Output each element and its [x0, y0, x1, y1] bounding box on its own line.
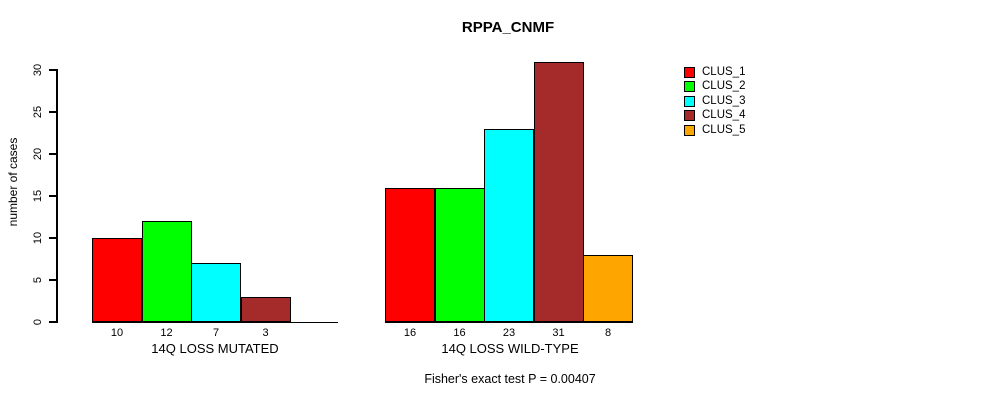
- y-axis-tick: [49, 279, 57, 281]
- legend-label-clus_4: CLUS_4: [702, 109, 746, 122]
- bar-clus_2-group-2: [434, 187, 485, 322]
- legend-swatch-clus_1: [684, 67, 695, 78]
- y-axis-tick-label: 20: [32, 147, 44, 161]
- legend-swatch-clus_2: [684, 81, 695, 93]
- bar-clus_3-group-1: [191, 263, 241, 322]
- bar-clus_4-group-1: [240, 296, 291, 322]
- bar-value-label: 12: [160, 327, 173, 339]
- bar-clus_4-group-2: [533, 61, 584, 322]
- y-axis-tick: [49, 153, 57, 155]
- y-axis-tick-label: 30: [32, 63, 44, 77]
- bar-value-label: 3: [262, 327, 269, 339]
- y-axis-tick-label: 5: [32, 276, 44, 284]
- y-axis-tick: [49, 237, 57, 239]
- y-axis-tick: [49, 111, 57, 113]
- x-axis-baseline: [92, 321, 338, 323]
- bar-clus_2-group-1: [141, 221, 192, 322]
- legend-swatch-clus_4: [684, 110, 695, 122]
- x-axis-group-label-wild-type: 14Q LOSS WILD-TYPE: [441, 341, 579, 356]
- fisher-test-annotation: Fisher's exact test P = 0.00407: [424, 372, 596, 386]
- bar-value-label: 23: [502, 327, 516, 339]
- y-axis-tick: [49, 69, 57, 71]
- x-axis-baseline: [385, 321, 633, 323]
- y-axis-tick-label: 15: [32, 189, 44, 203]
- legend-swatch-clus_5: [684, 124, 695, 136]
- y-axis-tick: [49, 195, 57, 197]
- bar-value-label: 16: [453, 327, 466, 339]
- bar-value-label: 16: [403, 327, 417, 339]
- legend-label-clus_2: CLUS_2: [702, 80, 746, 93]
- legend-label-clus_1: CLUS_1: [702, 66, 746, 78]
- bar-clus_5-group-2: [583, 254, 633, 322]
- chart-title: RPPA_CNMF: [461, 19, 555, 36]
- bar-clus_1-group-1: [92, 238, 142, 322]
- legend-swatch-clus_3: [684, 95, 695, 107]
- y-axis-tick-label: 10: [32, 231, 44, 245]
- bar-value-label: 31: [552, 327, 565, 339]
- y-axis-label: number of cases: [6, 137, 20, 227]
- bar-clus_3-group-2: [484, 128, 534, 322]
- bar-clus_1-group-2: [385, 187, 435, 322]
- y-axis-tick: [49, 321, 57, 323]
- y-axis-tick-label: 25: [32, 105, 44, 119]
- x-axis-group-label-mutated: 14Q LOSS MUTATED: [151, 341, 279, 356]
- bar-value-label: 7: [212, 327, 220, 339]
- legend-label-clus_3: CLUS_3: [702, 94, 746, 107]
- bar-value-label: 8: [604, 327, 612, 339]
- bar-value-label: 10: [110, 327, 124, 339]
- legend-label-clus_5: CLUS_5: [702, 123, 746, 136]
- y-axis-tick-label: 0: [32, 318, 44, 326]
